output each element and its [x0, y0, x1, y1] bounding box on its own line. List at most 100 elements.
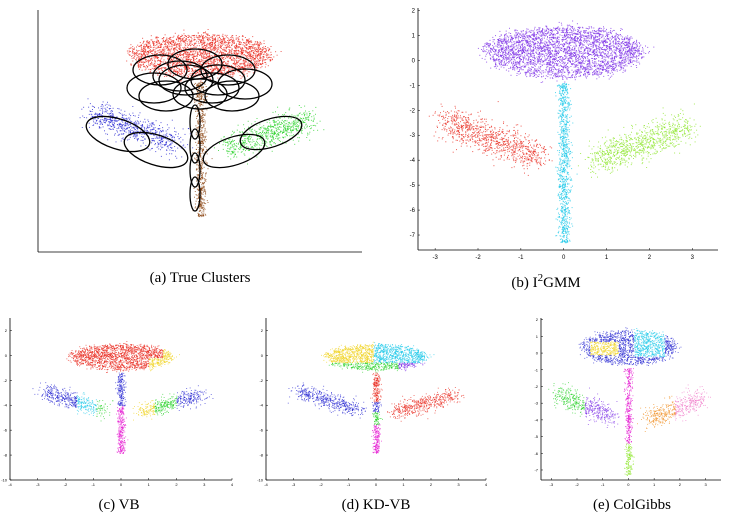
scatter-point: [194, 157, 196, 159]
scatter-point: [271, 136, 273, 138]
scatter-point: [240, 58, 242, 60]
scatter-point: [124, 122, 126, 124]
scatter-point: [159, 128, 161, 130]
scatter-point: [220, 51, 222, 53]
scatter-point: [198, 51, 200, 53]
scatter-point: [245, 44, 247, 45]
scatter-point: [240, 48, 242, 50]
scatter-point: [247, 163, 248, 165]
scatter-point: [128, 51, 130, 53]
scatter-point: [89, 126, 90, 128]
scatter-point: [194, 72, 196, 74]
scatter-point: [258, 53, 259, 55]
scatter-point: [137, 56, 139, 58]
scatter-point: [256, 135, 258, 137]
scatter-point: [136, 138, 138, 140]
scatter-point: [119, 112, 121, 114]
scatter-point: [484, 58, 486, 60]
scatter-point: [203, 201, 205, 203]
scatter-point: [259, 57, 261, 59]
scatter-point: [252, 36, 254, 38]
scatter-point: [213, 38, 215, 40]
scatter-point: [226, 42, 228, 43]
scatter-point: [525, 59, 527, 61]
scatter-point: [266, 128, 268, 130]
scatter-point: [200, 80, 202, 82]
scatter-point: [186, 41, 188, 43]
scatter-point: [225, 67, 227, 69]
scatter-point: [300, 118, 302, 119]
scatter-point: [144, 121, 146, 123]
scatter-point: [200, 133, 202, 135]
scatter-points-a: [213, 105, 325, 165]
scatter-point: [195, 74, 197, 76]
scatter-point: [251, 45, 252, 47]
scatter-point: [184, 146, 186, 148]
scatter-point: [254, 63, 256, 65]
scatter-point: [239, 147, 241, 149]
scatter-point: [238, 40, 240, 42]
scatter-point: [257, 57, 259, 59]
scatter-point: [531, 61, 532, 63]
scatter-point: [200, 195, 202, 196]
scatter-point: [100, 115, 102, 117]
scatter-point: [240, 151, 242, 153]
scatter-point: [172, 40, 174, 42]
scatter-point: [165, 67, 167, 69]
scatter-point: [228, 68, 230, 70]
scatter-point: [169, 68, 171, 70]
scatter-point: [198, 206, 200, 208]
scatter-point: [138, 66, 140, 68]
scatter-point: [554, 27, 556, 29]
scatter-point: [172, 49, 174, 51]
scatter-point: [137, 138, 139, 140]
scatter-point: [128, 138, 130, 140]
scatter-point: [222, 148, 224, 150]
scatter-point: [167, 58, 169, 60]
scatter-point: [216, 34, 218, 36]
scatter-point: [231, 35, 233, 37]
scatter-point: [114, 120, 116, 122]
scatter-point: [158, 64, 160, 65]
scatter-point: [88, 122, 90, 124]
scatter-point: [201, 164, 203, 166]
scatter-point: [200, 198, 202, 200]
scatter-point: [200, 105, 201, 107]
scatter-point: [155, 70, 157, 72]
scatter-point: [173, 75, 175, 76]
scatter-point: [295, 128, 297, 130]
scatter-point: [139, 60, 141, 62]
scatter-point: [211, 58, 213, 60]
scatter-point: [140, 49, 142, 51]
scatter-point: [224, 34, 226, 36]
scatter-point: [204, 71, 206, 73]
scatter-point: [98, 113, 100, 115]
scatter-point: [224, 60, 225, 62]
scatter-point: [501, 41, 503, 43]
scatter-point: [196, 91, 198, 93]
scatter-point: [269, 142, 271, 143]
scatter-point: [274, 127, 276, 129]
scatter-point: [204, 40, 206, 42]
scatter-point: [234, 50, 236, 51]
scatter-point: [243, 63, 245, 64]
scatter-point: [231, 41, 233, 43]
scatter-point: [118, 123, 120, 125]
scatter-point: [188, 74, 190, 76]
scatter-point: [198, 59, 200, 61]
scatter-point: [247, 150, 249, 151]
scatter-point: [144, 138, 145, 140]
scatter-point: [195, 134, 197, 136]
scatter-point: [238, 65, 240, 67]
scatter-point: [105, 120, 107, 122]
scatter-point: [153, 42, 155, 44]
scatter-point: [536, 43, 538, 45]
scatter-point: [263, 127, 265, 129]
scatter-point: [262, 63, 264, 65]
scatter-point: [203, 124, 205, 126]
scatter-point: [113, 119, 115, 121]
scatter-point: [107, 139, 109, 141]
scatter-point: [161, 52, 163, 54]
scatter-point: [266, 57, 268, 58]
scatter-point: [247, 63, 249, 65]
